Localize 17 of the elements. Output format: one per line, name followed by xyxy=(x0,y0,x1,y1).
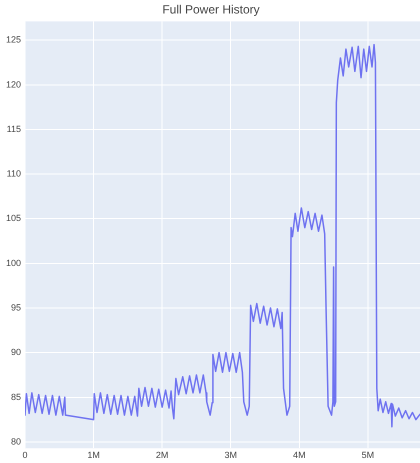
y-tick-label: 105 xyxy=(6,213,22,224)
y-tick-label: 80 xyxy=(11,436,22,446)
x-tick-label: 1M xyxy=(87,450,100,460)
y-tick-label: 85 xyxy=(11,392,22,402)
y-tick-label: 120 xyxy=(6,79,22,90)
y-tick-label: 115 xyxy=(6,124,22,134)
x-tick-label: 3M xyxy=(224,450,237,460)
y-tick-label: 90 xyxy=(11,347,22,358)
x-tick-label: 4M xyxy=(293,450,306,460)
chart-title: Full Power History xyxy=(162,2,260,17)
y-tick-label: 125 xyxy=(6,34,22,45)
y-tick-label: 110 xyxy=(6,168,22,179)
x-tick-label: 2M xyxy=(156,450,168,460)
y-tick-label: 100 xyxy=(6,258,22,268)
y-tick-label: 95 xyxy=(11,302,22,312)
x-tick-label: 0 xyxy=(22,450,28,460)
x-tick-label: 5M xyxy=(362,450,374,460)
